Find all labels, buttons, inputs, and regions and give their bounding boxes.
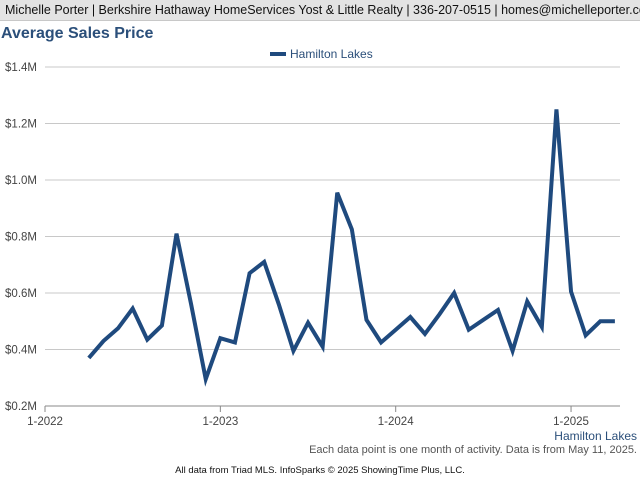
y-tick-label: $1.4M (5, 62, 37, 74)
chart-title: Average Sales Price (1, 25, 154, 42)
series-label-bottom-right: Hamilton Lakes (554, 429, 637, 443)
x-tick-label: 1-2024 (378, 416, 414, 428)
y-tick-label: $0.8M (5, 232, 37, 244)
y-tick-label: $1.0M (5, 175, 37, 187)
header-bar: Michelle Porter | Berkshire Hathaway Hom… (0, 0, 640, 21)
agent-contact-line: Michelle Porter | Berkshire Hathaway Hom… (5, 3, 640, 17)
source-note: All data from Triad MLS. InfoSparks © 20… (175, 465, 465, 476)
y-tick-label: $0.2M (5, 401, 37, 413)
x-tick-label: 1-2023 (202, 416, 238, 428)
y-tick-label: $0.4M (5, 345, 37, 357)
series-line-hamilton-lakes (87, 109, 615, 387)
y-tick-label: $0.6M (5, 288, 37, 300)
x-tick-label: 1-2025 (553, 416, 589, 428)
legend-label: Hamilton Lakes (290, 47, 373, 61)
y-tick-label: $1.2M (5, 119, 37, 131)
footnote: Each data point is one month of activity… (309, 444, 637, 456)
x-tick-label: 1-2022 (27, 416, 63, 428)
